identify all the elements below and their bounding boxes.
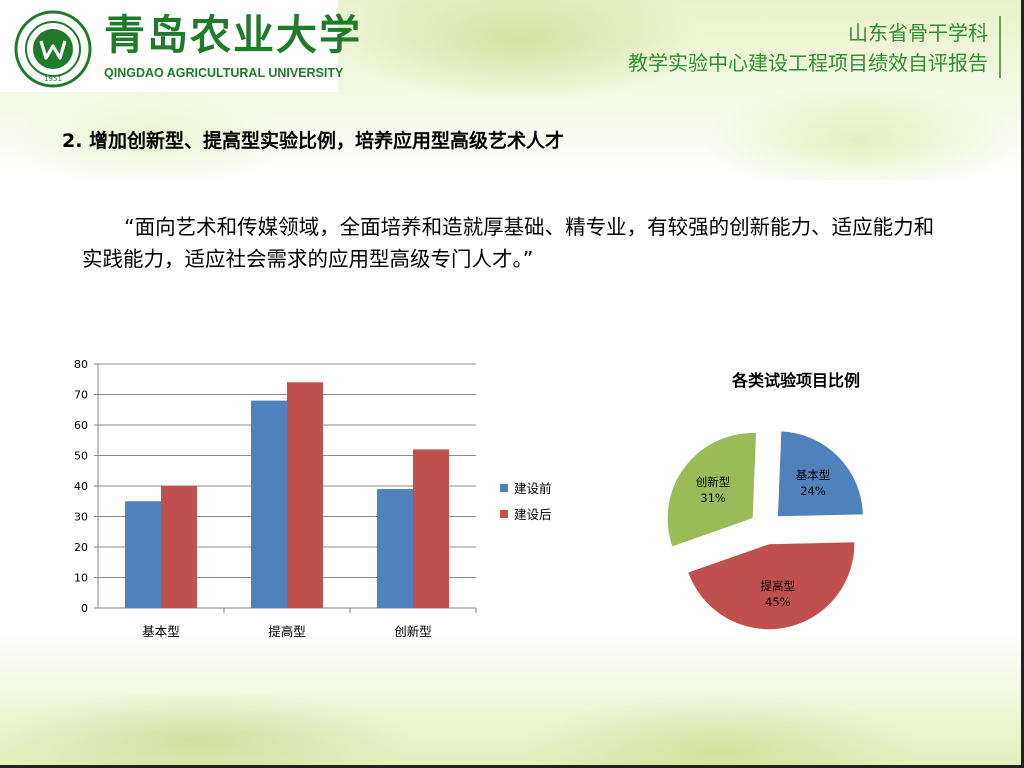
slice-percent: 45% — [765, 595, 791, 609]
y-tick-label: 40 — [74, 480, 88, 493]
header-line-2: 教学实验中心建设工程项目绩效自评报告 — [628, 51, 988, 75]
slice-label: 创新型 — [696, 475, 731, 489]
legend-label: 建设后 — [514, 507, 552, 522]
university-seal-icon: 1951 — [14, 10, 92, 88]
frame-edge-right — [1021, 0, 1024, 768]
bar — [287, 382, 323, 608]
quote-text: “面向艺术和传媒领域，全面培养和造就厚基础、精专业，有较强的创新能力、适应能力和… — [82, 215, 935, 271]
y-tick-label: 10 — [74, 572, 88, 585]
frame-edge-bottom — [0, 765, 1024, 768]
y-tick-label: 50 — [74, 450, 88, 463]
legend-swatch — [500, 510, 508, 518]
y-tick-label: 70 — [74, 389, 88, 402]
slice-percent: 31% — [700, 491, 726, 505]
slice-label: 提高型 — [761, 579, 796, 593]
bar — [161, 486, 197, 608]
y-tick-label: 30 — [74, 511, 88, 524]
x-tick-label: 提高型 — [268, 624, 306, 639]
x-tick-label: 创新型 — [394, 624, 432, 639]
slice-label: 基本型 — [796, 468, 831, 482]
quote-paragraph: “面向艺术和传媒领域，全面培养和造就厚基础、精专业，有较强的创新能力、适应能力和… — [82, 211, 952, 275]
bar — [251, 400, 287, 608]
y-tick-label: 80 — [74, 358, 88, 371]
y-tick-label: 60 — [74, 419, 88, 432]
header-text: 山东省骨干学科 教学实验中心建设工程项目绩效自评报告 — [628, 18, 988, 78]
header-line-1: 山东省骨干学科 — [848, 21, 988, 45]
bar — [125, 501, 161, 608]
bar — [377, 489, 413, 608]
x-tick-label: 基本型 — [142, 624, 180, 639]
pie-slice — [776, 430, 864, 518]
bottom-decoration — [0, 630, 1024, 768]
logo-area: 1951 青岛农业大学 QINGDAO AGRICULTURAL UNIVERS… — [0, 0, 362, 92]
seal-year: 1951 — [44, 75, 62, 83]
y-tick-label: 0 — [81, 602, 88, 615]
header-divider — [999, 16, 1001, 78]
slice-percent: 24% — [800, 484, 826, 498]
pie-slice — [687, 541, 856, 631]
university-name-cn: 青岛农业大学 — [104, 11, 362, 59]
pie-title: 各类试验项目比例 — [731, 371, 860, 390]
bar — [413, 449, 449, 608]
pie-slice — [666, 432, 758, 548]
y-tick-label: 20 — [74, 541, 88, 554]
legend-swatch — [500, 484, 508, 492]
legend-label: 建设前 — [514, 481, 552, 496]
university-name-en: QINGDAO AGRICULTURAL UNIVERSITY — [104, 66, 344, 80]
slide-title: 2. 增加创新型、提高型实验比例，培养应用型高级艺术人才 — [62, 130, 565, 152]
